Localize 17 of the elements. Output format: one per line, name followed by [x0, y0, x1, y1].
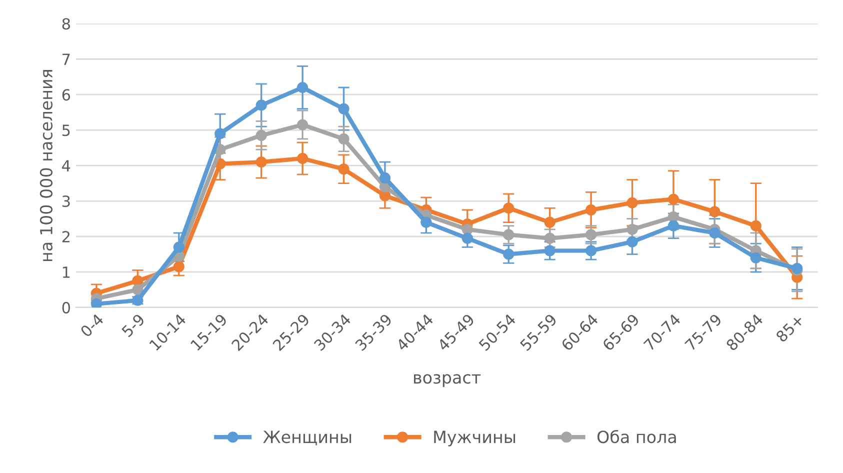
y-tick-label: 4 — [62, 160, 70, 172]
x-tick-label: 85+ — [775, 314, 804, 343]
legend-label: Мужчины — [434, 430, 516, 446]
y-tick-label: 8 — [62, 18, 70, 30]
y-tick-label: 2 — [62, 230, 70, 242]
y-tick-label: 5 — [62, 124, 70, 136]
y-tick-label: 3 — [62, 195, 70, 208]
y-tick-label: 0 — [62, 302, 70, 314]
x-tick-label: 0-4 — [80, 313, 104, 338]
x-tick-label: 5-9 — [121, 313, 146, 338]
y-tick-label: 6 — [62, 89, 70, 101]
legend-label: Оба пола — [597, 430, 676, 444]
legend-label: Женщины — [263, 430, 352, 446]
y-axis-title: на 100 000 населения — [40, 70, 53, 261]
y-tick-label: 7 — [62, 54, 70, 65]
x-axis-title: возраст — [414, 374, 481, 387]
y-tick-label: 1 — [62, 266, 70, 278]
